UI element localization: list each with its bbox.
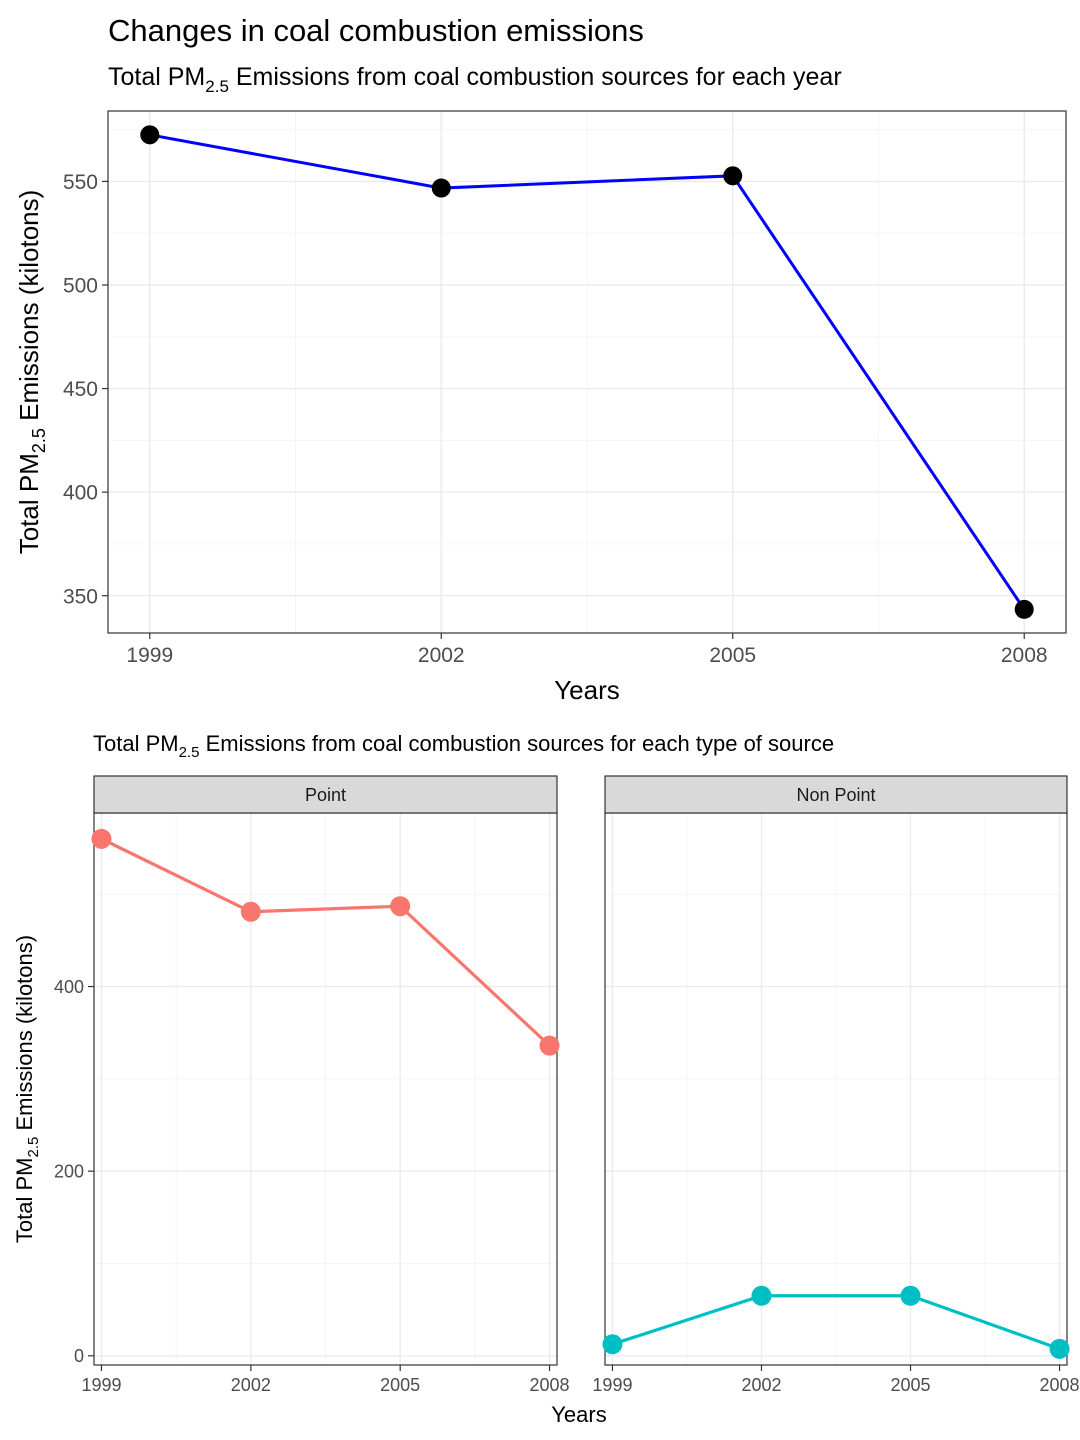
top-x-tick-label: 2002 [418, 644, 465, 667]
facet-y-title-pre: Total PM [12, 1157, 37, 1243]
top-data-point [431, 178, 451, 198]
facet-point-x-tick-label: 2002 [231, 1375, 271, 1395]
facet-point-y-tick-label: 400 [54, 977, 84, 997]
top-y-title-sub: 2.5 [29, 428, 49, 453]
facet-point-strip-label: Point [305, 785, 346, 805]
facet-nonpoint-data-point [900, 1285, 921, 1306]
facet-title-pre: Total PM [93, 731, 179, 756]
facet-point-data-point [240, 901, 261, 922]
facet-nonpoint-x-tick-label: 1999 [592, 1375, 632, 1395]
facet-point-panel: 1999 2002 2005 2008 0 200 400 Point [54, 775, 570, 1395]
facet-nonpoint-data-point [751, 1285, 772, 1306]
facet-nonpoint-panel: 1999 2002 2005 2008 Non Point [592, 775, 1080, 1395]
top-y-tick-label: 450 [63, 378, 98, 401]
facet-nonpoint-data-point [602, 1334, 623, 1355]
top-y-title-post: Emissions (kilotons) [14, 190, 44, 428]
facet-point-data-point [390, 896, 411, 917]
top-y-tick-label: 400 [63, 482, 98, 505]
facet-nonpoint-data-point [1049, 1338, 1070, 1359]
facet-panels: 1999 2002 2005 2008 0 200 400 Point 1999 2002 2005… [54, 775, 1080, 1395]
facet-nonpoint-x-tick-label: 2005 [890, 1375, 930, 1395]
facet-nonpoint-series-line [611, 1294, 1061, 1351]
facet-y-axis-title: Total PM2.5 Emissions (kilotons) [12, 935, 42, 1243]
facet-nonpoint-strip [604, 775, 1068, 814]
facet-point-data-point [91, 828, 112, 849]
facet-point-y-tick-label: 0 [74, 1346, 84, 1366]
facet-nonpoint-marks [602, 1285, 1070, 1359]
facet-nonpoint-strip-label: Non Point [796, 785, 875, 805]
top-chart-axes: 1999 2002 2005 2008 350 400 450 500 550 [63, 171, 1048, 667]
top-x-tick-label: 1999 [126, 644, 173, 667]
facet-x-axis-title: Years [551, 1402, 606, 1427]
top-series-line [149, 133, 1026, 611]
facet-nonpoint-axes: 1999 2002 2005 2008 [592, 1365, 1080, 1395]
top-data-point [723, 166, 743, 186]
top-chart-grid [108, 111, 1066, 633]
facet-title-post: Emissions from coal combustion sources f… [199, 731, 834, 756]
top-x-tick-label: 2008 [1001, 644, 1048, 667]
top-x-axis-title: Years [554, 675, 620, 705]
facet-point-series-line [100, 837, 551, 1047]
facet-nonpoint-grid [605, 813, 1067, 1365]
facet-point-x-tick-label: 2008 [530, 1375, 570, 1395]
top-chart-marks [140, 125, 1034, 619]
facet-point-axes: 1999 2002 2005 2008 0 200 400 [54, 977, 570, 1395]
facet-title-sub: 2.5 [179, 744, 200, 761]
top-data-point [140, 125, 160, 145]
facet-point-strip [93, 775, 558, 814]
facet-point-y-tick-label: 200 [54, 1162, 84, 1182]
facet-point-data-point [539, 1035, 560, 1056]
top-y-tick-label: 350 [63, 585, 98, 608]
facet-point-x-tick-label: 2005 [380, 1375, 420, 1395]
top-chart-panel-border [107, 110, 1067, 634]
facet-point-grid [94, 813, 557, 1365]
top-x-tick-label: 2005 [709, 644, 756, 667]
top-y-tick-label: 550 [63, 171, 98, 194]
facet-nonpoint-x-tick-label: 2002 [741, 1375, 781, 1395]
top-y-axis-title: Total PM2.5 Emissions (kilotons) [14, 190, 49, 555]
facet-y-title-sub: 2.5 [25, 1137, 42, 1158]
subtitle-text-post: Emissions from coal combustion sources f… [229, 63, 842, 91]
facet-nonpoint-x-tick-label: 2008 [1040, 1375, 1080, 1395]
chart-title: Changes in coal combustion emissions [108, 13, 644, 48]
facet-point-marks [91, 828, 560, 1056]
facet-y-title-post: Emissions (kilotons) [12, 935, 37, 1137]
subtitle-text-pre: Total PM [108, 63, 205, 91]
chart-subtitle: Total PM2.5 Emissions from coal combusti… [108, 63, 842, 96]
top-y-title-pre: Total PM [14, 453, 44, 554]
facet-point-x-tick-label: 1999 [81, 1375, 121, 1395]
top-y-tick-label: 500 [63, 275, 98, 298]
top-data-point [1014, 599, 1034, 619]
subtitle-text-sub: 2.5 [205, 77, 229, 96]
facet-chart-title: Total PM2.5 Emissions from coal combusti… [93, 731, 834, 761]
